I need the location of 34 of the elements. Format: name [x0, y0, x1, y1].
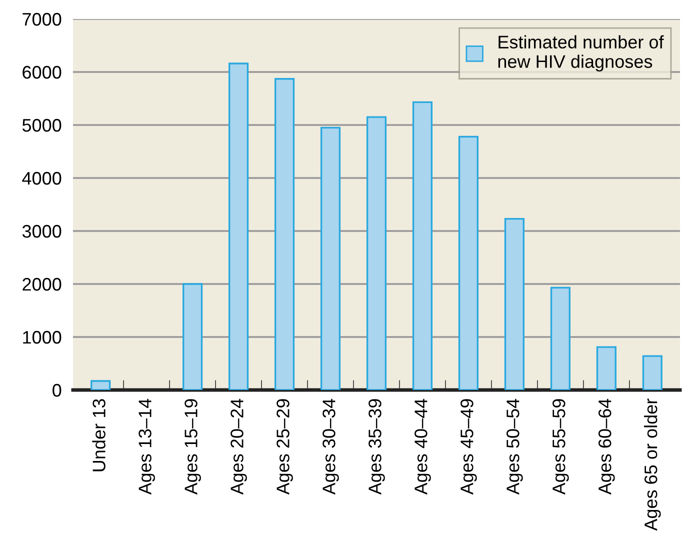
x-tick-label: Ages 35–39 [368, 399, 385, 495]
bar [228, 62, 249, 390]
legend-label: Estimated number of new HIV diagnoses [498, 35, 664, 72]
bar [182, 283, 203, 390]
y-tick-label: 4000 [22, 172, 62, 185]
bar [366, 116, 387, 390]
y-tick-label: 3000 [22, 224, 62, 238]
x-tick-label: Ages 30–34 [322, 398, 339, 495]
x-tick-label: Ages 13–14 [138, 398, 155, 495]
bar [458, 136, 478, 390]
y-tick-label: 2000 [22, 278, 62, 291]
x-tick-label: Ages 25–29 [276, 399, 293, 495]
bar [412, 101, 433, 390]
y-tick-label: 7000 [22, 12, 62, 26]
bar [504, 218, 524, 390]
y-tick-label: 0 [52, 384, 62, 397]
x-tick-label: Under 13 [92, 399, 106, 472]
x-tick-label: Ages 60–64 [598, 398, 615, 495]
bar [90, 380, 111, 390]
bar [642, 355, 662, 390]
y-tick-label: 6000 [22, 66, 62, 79]
bar [274, 78, 295, 390]
y-tick-label: 5000 [22, 118, 62, 132]
x-tick-label: Ages 20–24 [230, 398, 247, 495]
bar [550, 286, 570, 390]
x-tick-label: Ages 45–49 [460, 399, 477, 495]
y-tick-label: 1000 [23, 330, 62, 344]
bar [320, 126, 341, 390]
x-tick-label: Ages 15–19 [184, 399, 201, 495]
x-tick-label: Ages 40–44 [414, 398, 431, 495]
x-tick-label: Ages 65 or older [644, 398, 661, 531]
x-tick-label: Ages 50–54 [506, 398, 523, 495]
x-tick-label: Ages 55–59 [552, 399, 569, 495]
bar [596, 346, 616, 390]
